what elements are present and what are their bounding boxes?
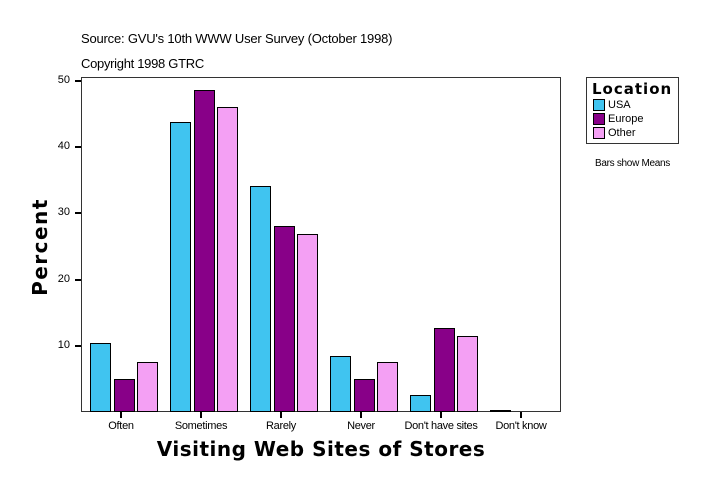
y-tick-label: 50 [57, 73, 70, 86]
x-tick-label: Never [347, 420, 375, 432]
bar-other-3 [377, 362, 398, 412]
x-tick [520, 412, 522, 418]
y-axis-title: Percent [28, 198, 52, 296]
bar-europe-1 [193, 90, 215, 412]
y-tick [75, 344, 81, 347]
source-text: Source: GVU's 10th WWW User Survey (Octo… [81, 31, 393, 46]
legend-label-europe: Europe [608, 113, 644, 125]
bar-usa-0 [90, 343, 111, 412]
legend: Location USA Europe Other [586, 77, 679, 144]
x-tick [120, 412, 122, 418]
legend-title: Location [592, 80, 673, 98]
bar-usa-2 [250, 186, 271, 412]
legend-item-europe: Europe [593, 112, 643, 126]
x-tick-label: Don't know [495, 420, 547, 432]
bar-other-4 [457, 335, 478, 412]
bar-usa-5 [490, 410, 511, 412]
legend-swatch-usa [593, 99, 605, 111]
bar-europe-4 [433, 327, 455, 412]
plot-area [81, 77, 561, 412]
y-tick [75, 146, 81, 148]
y-tick-label: 20 [57, 272, 70, 285]
bar-europe-2 [273, 225, 295, 412]
legend-swatch-europe [593, 113, 605, 125]
legend-item-usa: USA [593, 98, 631, 112]
y-tick-label: 30 [57, 206, 70, 219]
legend-item-other: Other [593, 126, 636, 140]
x-tick [360, 412, 362, 418]
x-tick-label: Don't have sites [404, 420, 478, 432]
bar-other-1 [217, 107, 238, 412]
x-tick-label: Sometimes [174, 420, 228, 432]
y-tick-label: 40 [57, 140, 70, 152]
bars-note: Bars show Means [595, 158, 670, 169]
legend-label-usa: USA [608, 99, 631, 111]
x-axis-title: Visiting Web Sites of Stores [156, 437, 486, 461]
y-tick [75, 212, 81, 215]
x-tick [200, 412, 202, 418]
bar-europe-3 [353, 378, 375, 412]
bar-usa-3 [330, 355, 351, 412]
x-tick-label: Rarely [266, 420, 296, 432]
bar-other-2 [297, 233, 318, 412]
x-tick [440, 412, 442, 418]
y-tick-label: 10 [57, 338, 70, 351]
y-tick [75, 278, 81, 281]
y-tick [75, 79, 81, 82]
x-tick [280, 412, 282, 418]
bar-europe-0 [113, 378, 135, 412]
x-tick-label: Often [108, 420, 134, 432]
copyright-text: Copyright 1998 GTRC [81, 56, 204, 71]
legend-label-other: Other [608, 127, 636, 139]
bar-usa-1 [170, 121, 191, 412]
legend-swatch-other [593, 127, 605, 139]
bar-other-0 [137, 362, 158, 412]
bar-usa-4 [410, 394, 431, 412]
